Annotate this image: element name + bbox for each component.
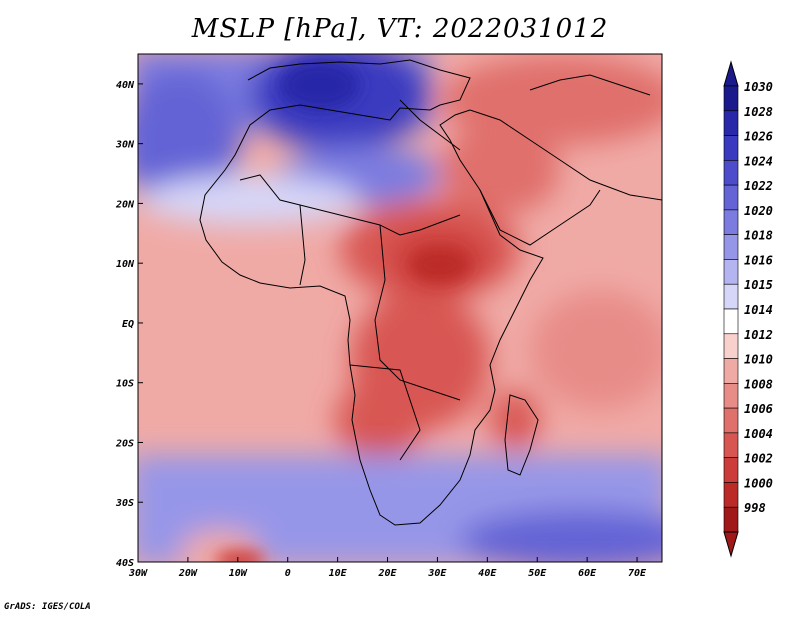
colorbar-label: 1004 (744, 427, 773, 441)
colorbar-label: 1012 (744, 328, 773, 342)
colorbar-max-arrow (723, 60, 739, 87)
colorbar-swatch (723, 407, 739, 434)
lon-tick-label: 30W (128, 568, 148, 579)
colorbar-min-arrow (723, 531, 739, 558)
lon-tick-label: 0 (285, 568, 291, 579)
colorbar-label: 1016 (744, 253, 773, 267)
colorbar-swatch (723, 383, 739, 409)
colorbar-swatch (723, 506, 739, 533)
colorbar-swatch (723, 160, 739, 186)
lat-tick-label: 20S (115, 438, 134, 449)
colorbar-label: 1028 (744, 105, 773, 119)
colorbar-swatch (723, 259, 739, 285)
lat-tick-label: 20N (115, 199, 135, 210)
colorbar-label: 1020 (744, 204, 773, 218)
colorbar-label: 1024 (744, 154, 773, 168)
colorbar-swatch (723, 209, 739, 235)
lon-tick-label: 10E (329, 568, 348, 579)
credit-text: GrADS: IGES/COLA (4, 602, 91, 612)
colorbar-swatch (723, 333, 739, 359)
lat-tick-label: EQ (122, 319, 134, 330)
colorbar-swatch (723, 110, 739, 136)
colorbar-label: 1022 (744, 179, 773, 193)
lat-tick-label: 40S (116, 558, 134, 569)
colorbar-swatch (723, 234, 739, 260)
lat-tick-label: 30N (115, 140, 135, 151)
colorbar-swatch (723, 135, 739, 161)
colorbar-label: 1002 (744, 452, 773, 466)
lon-tick-label: 20E (377, 568, 397, 579)
colorbar-label: 1014 (744, 303, 773, 317)
colorbar-label: 1030 (744, 80, 773, 94)
colorbar-swatch (723, 184, 739, 211)
colorbar-swatch (723, 482, 739, 508)
colorbar-swatch (723, 85, 739, 112)
colorbar-swatch (723, 358, 739, 384)
lat-tick-label: 10S (116, 379, 134, 390)
colorbar-swatch (723, 457, 739, 483)
lat-tick-label: 10N (116, 259, 135, 270)
lat-tick-label: 30S (115, 498, 134, 509)
colorbar-label: 1018 (744, 229, 773, 243)
lon-tick-label: 20W (178, 568, 198, 579)
map-title: MSLP [hPa], VT: 2022031012 (191, 14, 609, 44)
lon-tick-label: 60E (578, 568, 597, 579)
lat-tick-label: 40N (116, 80, 135, 91)
colorbar-label: 1006 (744, 402, 773, 416)
colorbar-swatch (723, 308, 739, 335)
coastlines (199, 59, 662, 526)
colorbar-label: 1026 (744, 130, 773, 144)
colorbar-label: 1015 (744, 278, 773, 292)
colorbar-label: 1000 (744, 476, 773, 490)
axis-ticks: 30W 20W 10W 0 10E 20E 30E 40E 50E 60E 70E 40N 30N 20N… (115, 80, 647, 579)
lon-tick-label: 50E (528, 568, 547, 579)
lon-tick-label: 30E (427, 568, 447, 579)
colorbar-label: 998 (744, 501, 766, 515)
map-frame (137, 53, 663, 563)
lon-tick-label: 40E (478, 568, 497, 579)
colorbar-swatch (723, 432, 739, 458)
colorbar-label: 1008 (744, 377, 773, 391)
lon-tick-label: 70E (628, 568, 647, 579)
colorbar-swatch (723, 283, 739, 310)
colorbar: 1030 1028 1026 1024 1022 1020 1018 1016 1015 1014… (723, 60, 773, 558)
pressure-field (138, 54, 662, 562)
lon-tick-label: 10W (229, 568, 248, 579)
colorbar-label: 1010 (744, 353, 773, 367)
